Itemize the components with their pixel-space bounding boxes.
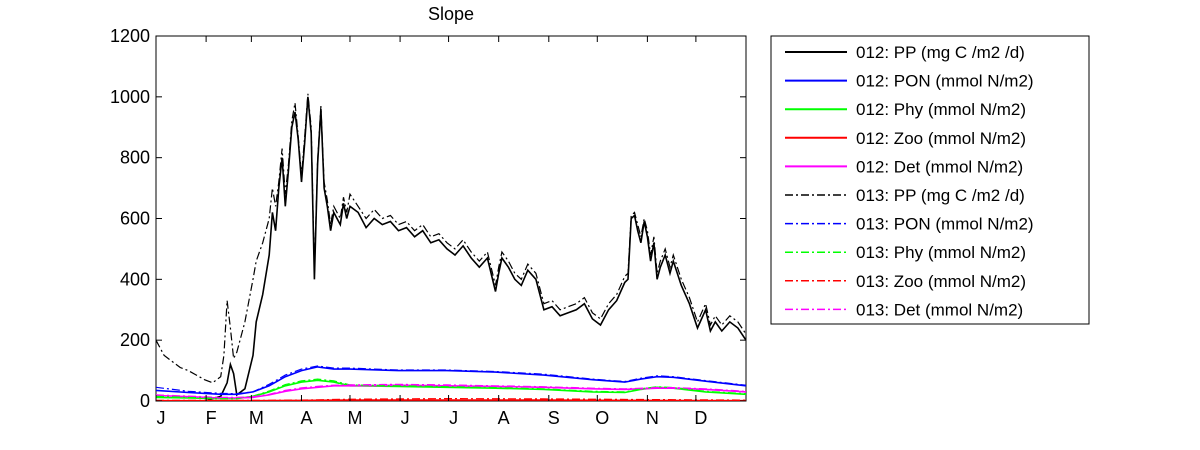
legend-label: 013: PON (mmol N/m2) bbox=[856, 215, 1034, 234]
legend-label: 012: PON (mmol N/m2) bbox=[856, 72, 1034, 91]
y-tick-label: 1000 bbox=[110, 87, 150, 107]
legend-item: 012: PP (mg C /m2 /d) bbox=[785, 43, 1025, 62]
x-tick-label: A bbox=[300, 408, 312, 428]
y-tick-label: 200 bbox=[120, 330, 150, 350]
x-tick-label: F bbox=[206, 408, 217, 428]
legend-label: 013: PP (mg C /m2 /d) bbox=[856, 186, 1025, 205]
legend-label: 012: Det (mmol N/m2) bbox=[856, 157, 1023, 176]
legend-item: 013: Zoo (mmol N/m2) bbox=[785, 272, 1026, 291]
y-tick-label: 400 bbox=[120, 269, 150, 289]
legend-item: 013: Phy (mmol N/m2) bbox=[785, 243, 1026, 262]
x-tick-label: A bbox=[498, 408, 510, 428]
y-tick-label: 600 bbox=[120, 209, 150, 229]
legend-item: 012: PON (mmol N/m2) bbox=[785, 72, 1034, 91]
legend-item: 012: Phy (mmol N/m2) bbox=[785, 100, 1026, 119]
series-line-3 bbox=[156, 399, 746, 401]
legend-label: 012: Phy (mmol N/m2) bbox=[856, 100, 1026, 119]
series-line-4 bbox=[156, 384, 746, 399]
legend-item: 013: Det (mmol N/m2) bbox=[785, 300, 1023, 319]
x-tick-label: N bbox=[646, 408, 659, 428]
legend: 012: PP (mg C /m2 /d) 012: PON (mmol N/m2… bbox=[770, 35, 1090, 325]
legend-label: 012: PP (mg C /m2 /d) bbox=[856, 43, 1025, 62]
plot-area bbox=[155, 35, 747, 402]
x-tick-label: J bbox=[401, 408, 410, 428]
legend-item: 013: PON (mmol N/m2) bbox=[785, 215, 1034, 234]
series-line-5 bbox=[156, 93, 746, 384]
series-line-0 bbox=[156, 96, 746, 401]
x-tick-label: J bbox=[449, 408, 458, 428]
x-tick-label: O bbox=[595, 408, 609, 428]
legend-label: 013: Zoo (mmol N/m2) bbox=[856, 272, 1026, 291]
series-layer bbox=[156, 93, 746, 401]
x-tick-label: D bbox=[694, 408, 707, 428]
series-line-8 bbox=[156, 398, 746, 401]
legend-item: 013: PP (mg C /m2 /d) bbox=[785, 186, 1025, 205]
y-tick-label: 0 bbox=[140, 391, 150, 411]
legend-label: 013: Det (mmol N/m2) bbox=[856, 300, 1023, 319]
legend-item: 012: Zoo (mmol N/m2) bbox=[785, 129, 1026, 148]
legend-label: 012: Zoo (mmol N/m2) bbox=[856, 129, 1026, 148]
y-tick-label: 1200 bbox=[110, 26, 150, 46]
x-tick-label: J bbox=[157, 408, 166, 428]
series-line-1 bbox=[156, 366, 746, 396]
y-axis: 0 200 400 600 800 1000 1200 bbox=[110, 26, 746, 411]
x-tick-label: M bbox=[249, 408, 264, 428]
y-tick-label: 800 bbox=[120, 148, 150, 168]
legend-label: 013: Phy (mmol N/m2) bbox=[856, 243, 1026, 262]
series-line-6 bbox=[156, 365, 746, 395]
x-tick-label: S bbox=[548, 408, 560, 428]
chart-title: Slope bbox=[428, 4, 474, 24]
legend-box bbox=[770, 35, 1090, 325]
series-line-7 bbox=[156, 378, 746, 399]
legend-item: 012: Det (mmol N/m2) bbox=[785, 157, 1023, 176]
series-line-9 bbox=[156, 383, 746, 398]
x-tick-label: M bbox=[347, 408, 362, 428]
